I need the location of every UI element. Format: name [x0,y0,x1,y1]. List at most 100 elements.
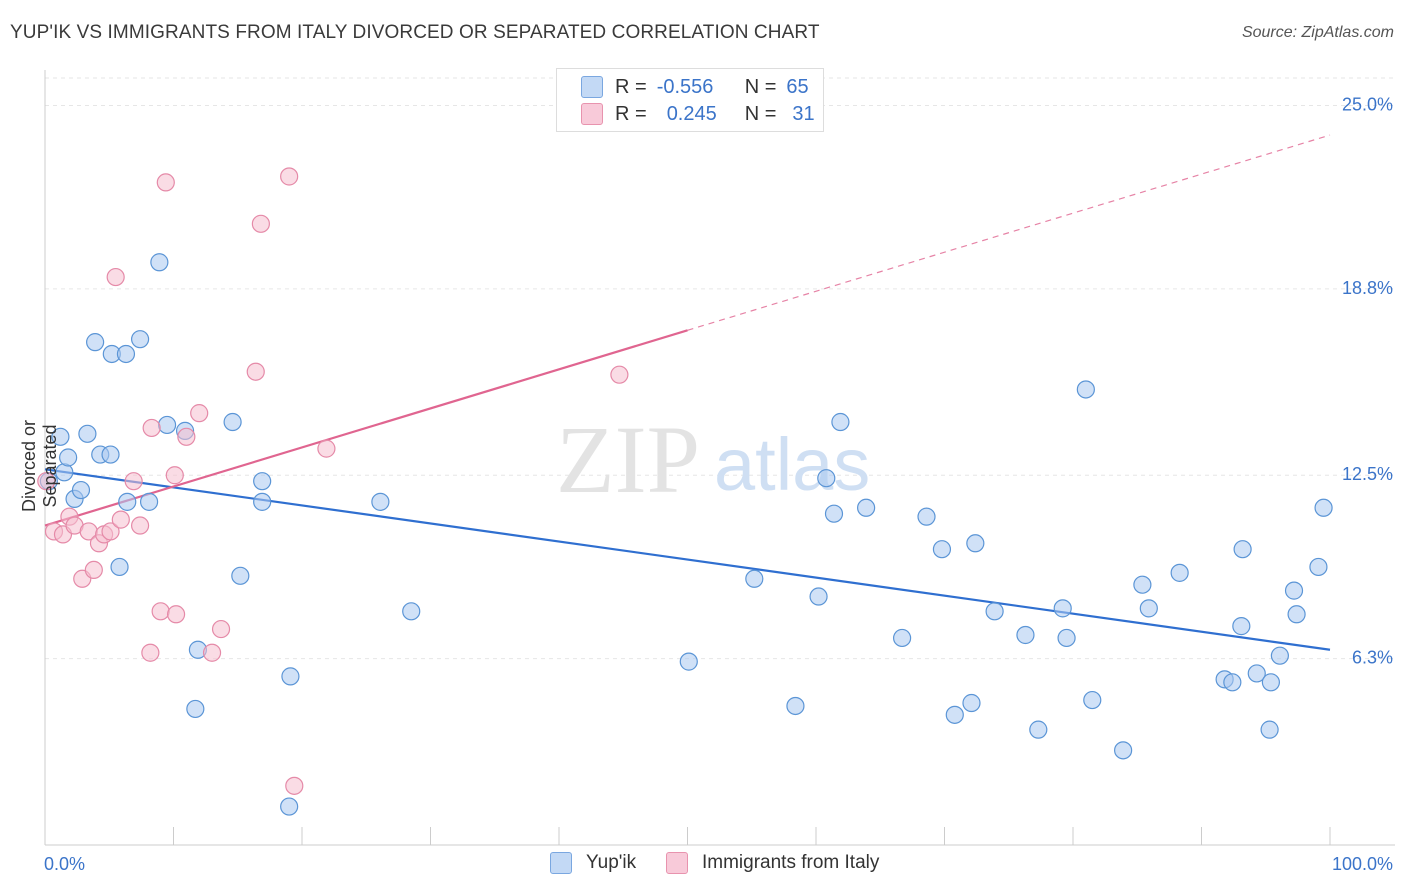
data-point-series-1 [1083,690,1102,710]
trend-line-series-2 [44,329,688,527]
data-point-series-1 [945,705,964,724]
watermark-zip: ZIP [556,406,700,513]
legend-n-label: N = [744,102,777,125]
data-point-series-1 [1133,575,1152,594]
legend-swatch-yupik [581,76,603,98]
data-point-series-1 [59,448,78,467]
data-point-series-1 [1247,664,1266,683]
data-point-series-2 [101,522,120,541]
data-point-series-1 [139,492,159,511]
data-point-series-1 [966,534,985,553]
data-point-series-1 [223,412,242,432]
y-tick-label: 25.0% [1342,94,1393,114]
data-point-series-1 [679,652,698,671]
data-point-series-1 [1016,625,1035,645]
data-point-series-1 [809,587,828,606]
y-tick-label: 6.3% [1352,648,1393,668]
watermark-atlas: atlas [714,423,870,506]
data-point-series-1 [118,492,137,511]
data-point-series-2 [246,362,265,381]
bottom-legend-swatch-italy [666,852,688,874]
legend-n-value-yupik: 65 [786,75,809,98]
data-point-series-1 [253,472,272,491]
data-point-series-1 [831,412,850,432]
y-tick-label: 12.5% [1342,464,1393,484]
correlation-legend: R = -0.556 N = 65 R = 0.245 N = 31 [556,68,824,132]
legend-row-yupik: R = -0.556 N = 65 [581,73,809,101]
data-point-series-2 [285,776,304,795]
data-point-series-2 [211,619,231,639]
data-point-series-1 [857,498,876,517]
data-point-series-1 [824,504,844,523]
data-point-series-2 [142,418,161,438]
data-point-series-1 [186,699,205,719]
data-point-series-1 [231,566,250,585]
data-point-series-1 [1170,563,1189,582]
legend-swatch-italy [581,103,603,125]
data-point-series-1 [892,628,912,648]
data-point-series-1 [786,696,805,716]
data-point-series-2 [151,602,170,621]
data-point-series-2 [130,516,150,535]
data-point-series-2 [166,605,186,624]
data-point-series-2 [124,472,143,491]
data-point-series-1 [817,469,836,488]
data-point-series-1 [371,492,390,511]
data-point-series-1 [1314,498,1333,517]
data-point-series-1 [402,602,421,621]
bottom-legend: Yup'ik Immigrants from Italy [0,852,1406,876]
data-point-series-1 [78,424,97,443]
data-point-series-1 [1287,605,1306,624]
data-point-series-1 [917,507,936,526]
data-points [37,167,1333,816]
data-point-series-2 [156,173,175,192]
legend-r-value-italy: 0.245 [666,102,717,125]
data-point-series-1 [150,253,169,272]
data-point-series-1 [1057,628,1076,648]
data-point-series-2 [177,427,196,446]
trend-line-extension-series-2 [687,134,1331,331]
data-point-series-2 [84,560,103,580]
data-point-series-2 [111,510,130,529]
legend-n-value-italy: 31 [792,102,815,125]
data-point-series-1 [281,667,300,686]
data-point-series-1 [101,445,120,464]
data-point-series-1 [130,330,150,349]
data-point-series-1 [962,693,981,713]
data-point-series-2 [190,404,209,423]
data-point-series-1 [1139,599,1158,618]
axes [44,70,1395,846]
bottom-legend-label-italy: Immigrants from Italy [702,852,880,873]
data-point-series-1 [1029,720,1048,739]
data-point-series-2 [165,466,184,485]
data-point-series-2 [37,472,56,491]
data-point-series-2 [610,365,629,384]
data-point-series-1 [51,427,70,446]
data-point-series-1 [1076,380,1095,399]
data-point-series-1 [1114,741,1133,760]
bottom-legend-label-yupik: Yup'ik [586,852,637,873]
data-point-series-2 [280,167,299,186]
watermark: ZIP atlas [556,406,870,513]
data-point-series-2 [251,214,270,233]
data-point-series-1 [1284,581,1304,600]
data-point-series-2 [317,439,336,458]
data-point-series-2 [106,267,125,287]
data-point-series-1 [253,492,272,511]
data-point-series-1 [745,569,764,588]
data-point-series-1 [1309,557,1328,577]
bottom-legend-italy: Immigrants from Italy [666,852,879,874]
legend-n-label: N = [744,75,777,98]
tick-labels: 6.3% 12.5% 18.8% 25.0% 0.0% 100.0% [44,94,1393,874]
data-point-series-1 [86,333,105,352]
data-point-series-1 [1233,540,1252,559]
data-point-series-1 [1261,673,1280,692]
data-point-series-1 [1260,720,1279,739]
data-point-series-1 [280,797,299,816]
data-point-series-1 [985,602,1004,621]
data-point-series-1 [1053,599,1072,618]
data-point-series-1 [71,480,91,500]
legend-r-label: R = [615,75,647,98]
data-point-series-1 [932,540,952,559]
